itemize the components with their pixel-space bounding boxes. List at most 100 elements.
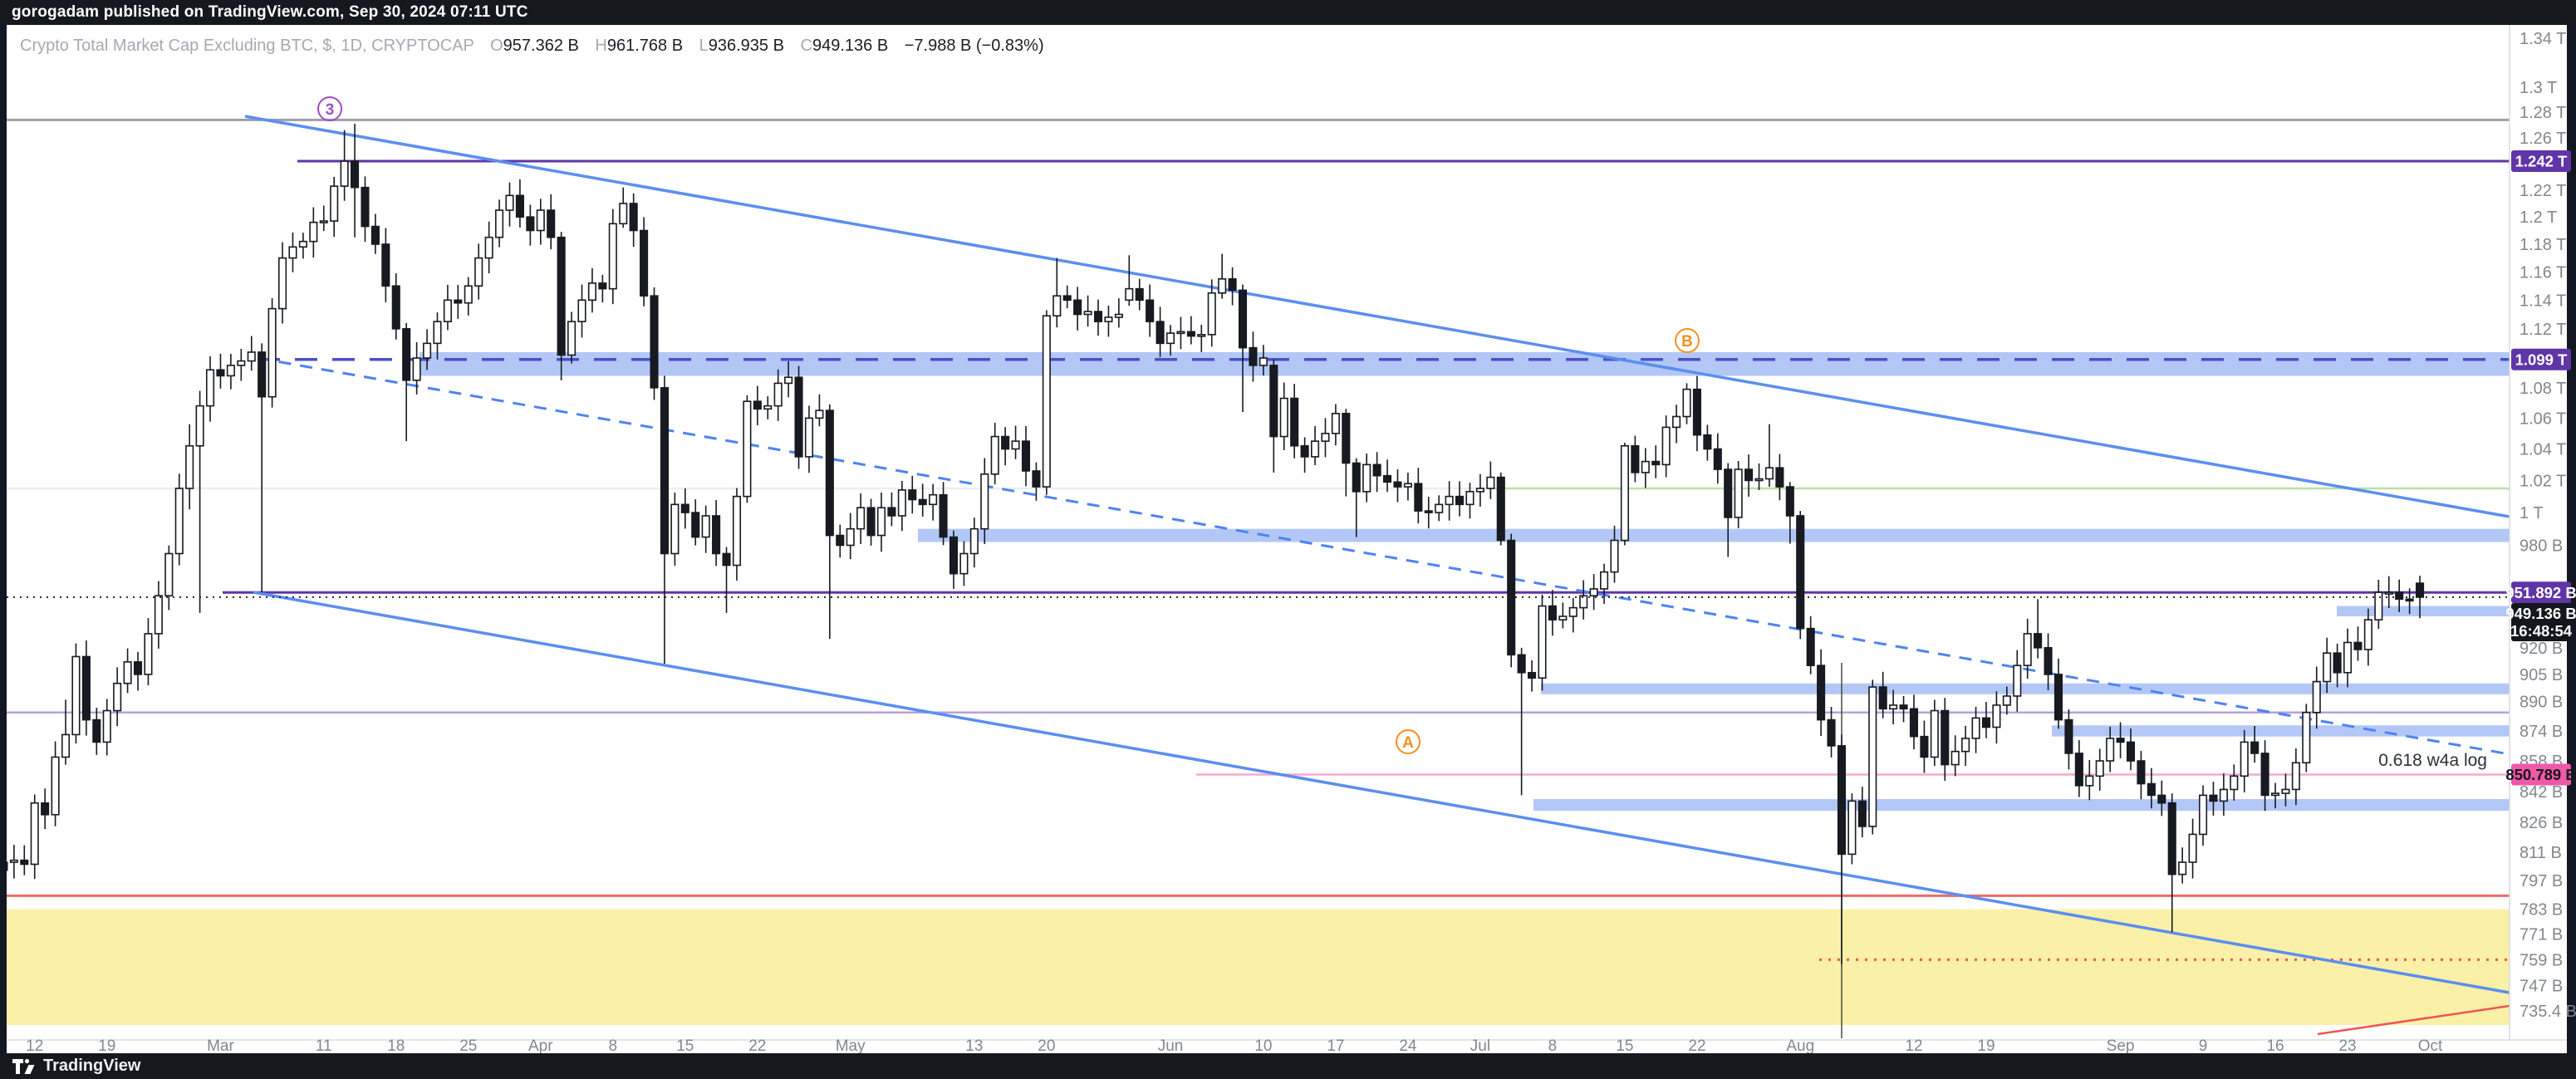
candle: [1920, 735, 1929, 758]
time-tick: 11: [316, 1037, 332, 1055]
candle: [1352, 462, 1361, 493]
candle: [918, 498, 927, 506]
candle: [1146, 299, 1155, 322]
candle: [402, 328, 411, 381]
time-tick: 20: [1038, 1037, 1055, 1055]
candle: [484, 236, 493, 259]
candle: [732, 495, 742, 566]
candle: [1104, 316, 1113, 322]
zones: [7, 351, 2510, 1026]
candle: [1372, 463, 1381, 477]
price-tick: 1.12 T: [2520, 321, 2566, 339]
candle: [433, 321, 442, 345]
candle: [454, 299, 463, 304]
candle: [20, 859, 29, 866]
candle: [1899, 704, 1908, 710]
candle: [2302, 711, 2311, 764]
candle: [722, 552, 731, 566]
candle: [1435, 503, 1444, 513]
candle: [2034, 633, 2043, 649]
plot-area[interactable]: 3 B A 0.618 w4a log: [0, 96, 2510, 1038]
publish-text: gorogadam published on TradingView.com, …: [12, 3, 528, 21]
candle: [350, 160, 360, 189]
candle: [2002, 695, 2011, 706]
candle: [1579, 595, 1588, 609]
candle: [1279, 397, 1288, 438]
svg-text:951.892 B: 951.892 B: [2505, 584, 2576, 601]
candle: [1465, 491, 1474, 506]
candle: [2188, 833, 2197, 863]
candle: [1125, 287, 1134, 302]
candle: [598, 282, 607, 290]
candle: [2384, 591, 2393, 595]
candle: [495, 209, 504, 238]
candle: [980, 473, 989, 530]
candle: [1692, 388, 1701, 436]
candle: [1156, 321, 1165, 345]
time-tick: Mar: [207, 1037, 234, 1055]
candle: [701, 515, 710, 538]
time-tick: 16: [2266, 1037, 2284, 1055]
zone-985B: [918, 528, 2510, 542]
high-label: H: [595, 37, 607, 55]
candle: [1734, 468, 1743, 518]
candle: [1827, 719, 1836, 747]
candle: [1682, 388, 1691, 418]
candle: [1269, 365, 1278, 438]
tradingview-logo-icon[interactable]: [12, 1058, 37, 1075]
candle: [1724, 468, 1733, 518]
candle: [1796, 515, 1805, 630]
tradingview-logo-text[interactable]: TradingView: [43, 1057, 141, 1075]
trendlines: [244, 115, 2510, 1036]
candle: [226, 365, 235, 377]
candle: [113, 682, 122, 712]
candle: [577, 299, 586, 322]
candle: [1971, 717, 1980, 739]
candle: [1300, 444, 1309, 458]
candle: [536, 209, 545, 232]
candle: [691, 512, 700, 538]
candle: [990, 435, 999, 475]
candle: [2270, 792, 2280, 797]
candle: [1857, 800, 1867, 827]
candle: [784, 376, 793, 385]
candle: [1393, 481, 1402, 488]
candle: [1228, 277, 1237, 292]
price-tick: 1.04 T: [2520, 441, 2566, 459]
time-tick: 23: [2338, 1037, 2356, 1055]
time-axis[interactable]: 12 19 Mar 11 18 25 Apr 8 15 22 May 13 20 Jun 10 17 24 Jul…: [26, 1037, 2443, 1055]
candle: [876, 507, 886, 537]
candle: [51, 756, 60, 816]
candle: [2260, 753, 2269, 797]
candle: [1197, 334, 1206, 337]
price-axis[interactable]: 1.34 T 1.3 T 1.28 T 1.26 T 1.22 T 1.2 T 1.18 T…: [2505, 30, 2576, 1021]
price-tick: 811 B: [2520, 844, 2562, 862]
candle: [1496, 476, 1505, 542]
candle: [1362, 463, 1371, 493]
price-tick: 1.22 T: [2520, 182, 2566, 200]
candle: [237, 360, 246, 366]
time-tick: Oct: [2418, 1037, 2443, 1055]
candle: [1331, 413, 1340, 434]
candle: [1610, 539, 1619, 573]
candle: [2157, 794, 2166, 804]
candle: [1011, 440, 1020, 450]
candle: [1414, 483, 1423, 512]
price-tick: 759 B: [2520, 951, 2563, 969]
candle: [526, 216, 535, 232]
candle: [1403, 483, 1412, 488]
lower-support: [253, 591, 2510, 994]
circle-label-3: [317, 96, 342, 121]
candle: [1889, 704, 1898, 710]
candle: [381, 243, 390, 287]
time-tick: 12: [26, 1037, 43, 1055]
candle: [2085, 775, 2094, 787]
candle: [1992, 704, 2001, 728]
circle-label-A: [1396, 729, 1420, 754]
candle: [2323, 652, 2332, 683]
candle: [1764, 467, 1774, 480]
candle: [1661, 426, 1671, 466]
candle: [174, 488, 184, 555]
candle: [505, 194, 514, 211]
